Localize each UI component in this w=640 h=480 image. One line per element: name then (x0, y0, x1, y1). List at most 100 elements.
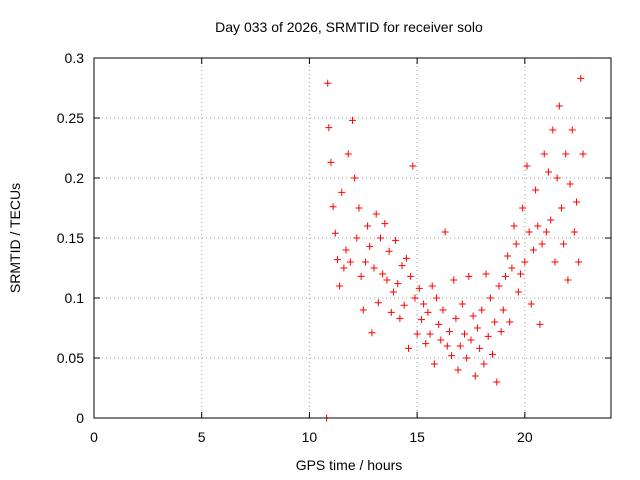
data-point (568, 126, 576, 134)
data-point (435, 320, 443, 328)
data-points (323, 74, 587, 422)
data-point (529, 246, 537, 254)
data-point (469, 312, 477, 320)
data-point (392, 236, 400, 244)
data-point (349, 116, 356, 124)
data-point (379, 270, 387, 278)
data-point (394, 280, 402, 288)
y-tick-label: 0.3 (65, 50, 85, 66)
data-point (476, 344, 484, 352)
data-point (361, 258, 369, 266)
data-point (426, 330, 434, 338)
data-point (573, 198, 581, 206)
data-point (499, 306, 507, 314)
data-point (409, 162, 417, 170)
x-tick-label: 10 (302, 429, 318, 445)
data-point (351, 174, 359, 182)
plot-frame (93, 57, 612, 419)
data-point (405, 344, 413, 352)
data-point (495, 282, 503, 290)
data-point (525, 228, 533, 236)
data-point (560, 240, 568, 248)
data-point (387, 308, 395, 316)
data-point (540, 150, 548, 158)
data-point (368, 329, 376, 337)
data-point (441, 228, 449, 236)
data-point (338, 188, 346, 196)
data-point (342, 246, 350, 254)
data-point (534, 222, 542, 230)
data-point (562, 150, 570, 158)
data-point (407, 272, 415, 280)
data-point (484, 332, 492, 340)
data-point (486, 294, 494, 302)
data-point (448, 352, 456, 360)
data-point (493, 378, 501, 386)
data-point (443, 342, 451, 350)
data-point (547, 216, 555, 224)
data-point (575, 258, 583, 266)
data-point (536, 320, 544, 328)
data-point (424, 308, 432, 316)
data-point (400, 301, 408, 309)
data-point (333, 256, 341, 264)
data-point (340, 264, 348, 272)
data-point (437, 336, 445, 344)
data-point (381, 220, 389, 228)
data-point (465, 272, 473, 280)
data-point (439, 306, 447, 314)
data-point (512, 240, 520, 248)
y-tick-label: 0.05 (57, 350, 84, 366)
data-point (445, 328, 453, 336)
data-point (389, 288, 397, 296)
data-point (508, 264, 516, 272)
data-point (501, 272, 509, 280)
data-point (523, 162, 531, 170)
data-point (336, 282, 344, 290)
data-point (467, 336, 475, 344)
data-point (532, 186, 540, 194)
data-point (521, 258, 529, 266)
data-point (551, 258, 559, 266)
data-point (519, 204, 527, 212)
data-point (461, 330, 469, 338)
data-point (413, 330, 421, 338)
x-tick-label: 20 (517, 429, 533, 445)
data-point (377, 234, 385, 242)
data-point (450, 276, 458, 284)
data-point (553, 174, 561, 182)
data-point (327, 158, 335, 166)
data-point (452, 314, 460, 322)
data-point (433, 294, 441, 302)
data-point (506, 318, 514, 326)
data-point (471, 372, 479, 380)
data-point (357, 272, 365, 280)
data-point (517, 270, 525, 278)
x-tick-label: 5 (198, 429, 206, 445)
data-point (480, 360, 488, 368)
data-point (396, 314, 404, 322)
data-point (411, 294, 419, 302)
data-point (491, 318, 499, 326)
data-point (478, 306, 486, 314)
data-point (566, 180, 574, 188)
data-point (555, 102, 563, 110)
chart-title: Day 033 of 2026, SRMTID for receiver sol… (215, 19, 483, 35)
data-point (458, 300, 466, 308)
data-point (549, 126, 557, 134)
data-point (346, 258, 354, 266)
data-point (402, 254, 410, 262)
data-point (422, 340, 430, 348)
data-point (329, 203, 337, 211)
data-point (527, 300, 535, 308)
data-point (542, 228, 550, 236)
data-point (374, 299, 382, 307)
data-point (415, 284, 423, 292)
data-point (370, 264, 378, 272)
data-point (538, 240, 546, 248)
axis-ticks: 0 0.05 0.1 0.15 0.2 0.25 0.3 0 5 10 15 20 (57, 50, 611, 445)
data-point (355, 204, 363, 212)
data-point (324, 79, 332, 87)
data-point (545, 168, 553, 176)
